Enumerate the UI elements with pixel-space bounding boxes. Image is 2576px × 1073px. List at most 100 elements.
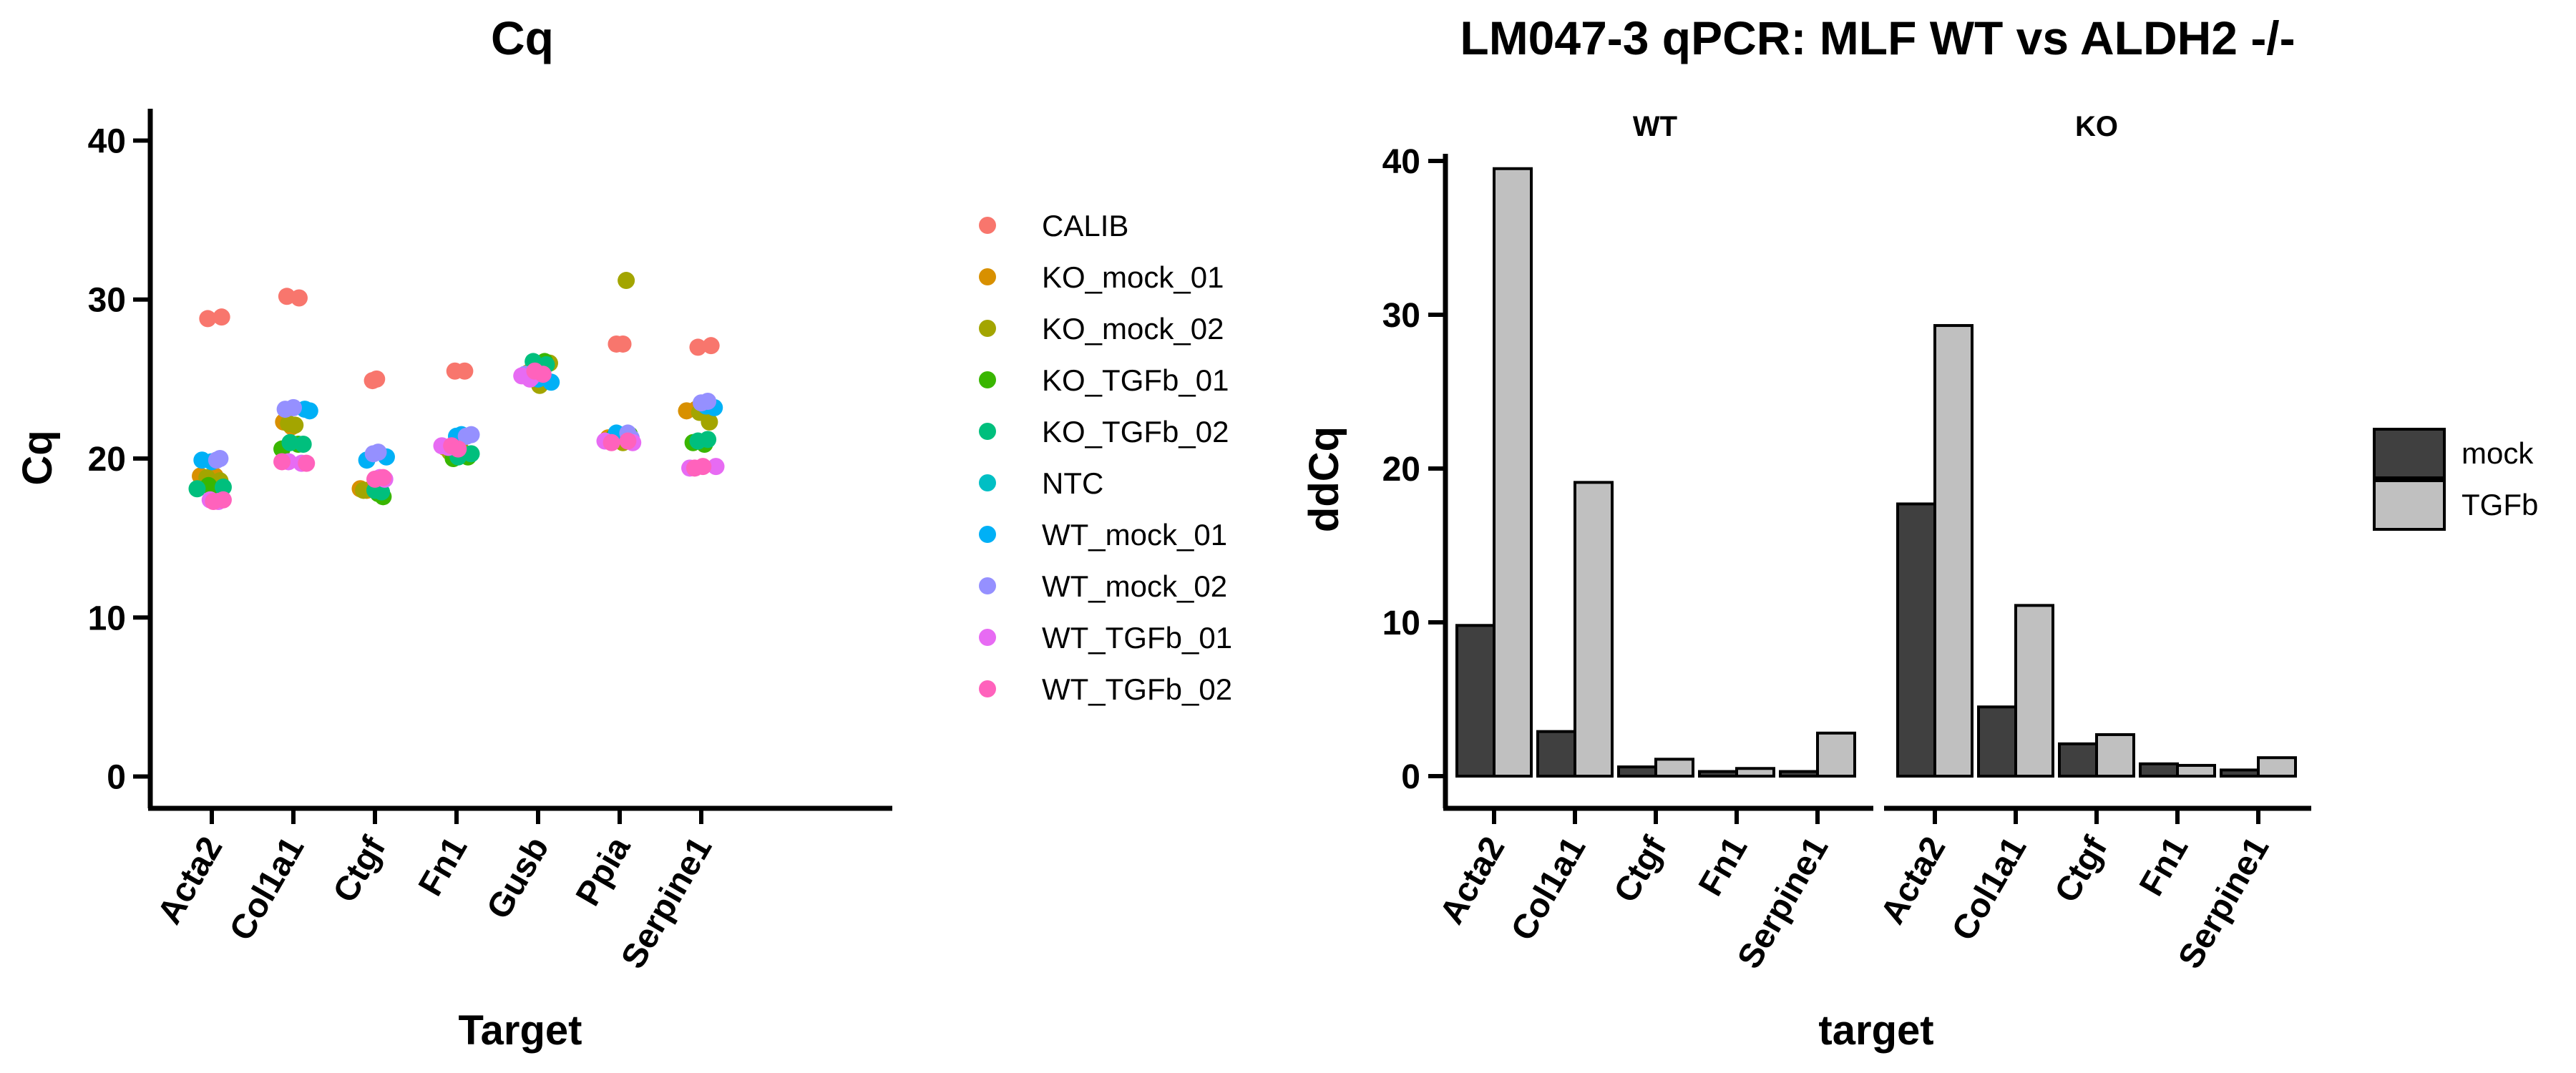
ddcq-y-tick-label: 10 <box>1382 604 1420 642</box>
ddcq-bar-ko-fn1-tgfb <box>2176 763 2216 778</box>
cq-point-ko-mock-02 <box>618 272 635 290</box>
ddcq-x-tick-label-ko-fn1: Fn1 <box>2132 831 2196 902</box>
cq-legend-label-ko-mock-02: KO_mock_02 <box>1042 312 1224 346</box>
ddcq-bar-ko-col1a1-tgfb <box>2014 604 2054 778</box>
cq-point-wt-mock-02 <box>699 392 717 410</box>
ddcq-bar-wt-col1a1-tgfb <box>1574 481 1614 778</box>
ddcq-bar-ko-acta2-tgfb <box>1933 324 1974 778</box>
ddcq-bar-wt-fn1-tgfb <box>1735 767 1775 778</box>
ddcq-facet-label-wt: WT <box>1633 111 1677 142</box>
ddcq-bar-wt-ctgf-mock <box>1617 765 1657 778</box>
cq-point-calib <box>614 335 632 353</box>
ddcq-bar-ko-acta2-mock <box>1896 502 1936 778</box>
ddcq-y-tick-label: 40 <box>1382 143 1420 181</box>
cq-point-ko-mock-02 <box>286 416 304 434</box>
cq-point-calib <box>199 310 217 328</box>
cq-point-wt-tgfb-02 <box>374 469 392 486</box>
cq-legend-key-ntc <box>979 474 996 491</box>
cq-legend-label-ko-mock-01: KO_mock_01 <box>1042 260 1224 294</box>
ddcq-y-ticks: 0 10 20 30 40 <box>1382 143 1445 796</box>
ddcq-chart-title: LM047-3 qPCR: MLF WT vs ALDH2 -/- <box>1460 11 2295 64</box>
cq-point-wt-tgfb-02 <box>534 366 552 383</box>
cq-point-wt-tgfb-02 <box>694 458 712 476</box>
cq-legend-key-ko-tgfb-01 <box>979 371 996 388</box>
cq-y-tick-label: 40 <box>88 122 126 160</box>
cq-point-wt-tgfb-02 <box>214 491 232 509</box>
cq-point-wt-mock-02 <box>369 444 387 461</box>
cq-legend-label-ntc: NTC <box>1042 466 1103 500</box>
cq-x-tick-label-ppia: Ppia <box>569 831 638 913</box>
cq-legend-label-wt-mock-02: WT_mock_02 <box>1042 569 1227 603</box>
ddcq-bar-wt-serpine1-mock <box>1779 770 1819 778</box>
cq-x-tick-label-col1a1: Col1a1 <box>223 831 312 947</box>
cq-point-wt-tgfb-02 <box>602 433 620 451</box>
cq-point-wt-mock-02 <box>462 426 480 444</box>
cq-x-axis-title: Target <box>459 1007 582 1054</box>
ddcq-y-axis-title: ddCq <box>1301 426 1347 532</box>
cq-point-calib <box>456 362 474 380</box>
cq-legend-label-calib: CALIB <box>1042 209 1128 242</box>
cq-point-calib <box>368 370 386 388</box>
ddcq-bar-wt-col1a1-mock <box>1536 730 1576 778</box>
ddcq-x-axis-title: target <box>1818 1007 1933 1054</box>
cq-legend-label-wt-tgfb-02: WT_TGFb_02 <box>1042 672 1232 706</box>
cq-point-ko-tgfb-02 <box>294 435 312 453</box>
ddcq-bar-ko-fn1-mock <box>2139 762 2179 778</box>
cq-x-tick-label-fn1: Fn1 <box>411 831 475 902</box>
ddcq-x-tick-label-ko-ctgf: Ctgf <box>2048 830 2115 908</box>
cq-points <box>188 272 725 511</box>
ddcq-legend-label-mock: mock <box>2462 436 2534 470</box>
cq-y-tick-label: 10 <box>88 599 126 637</box>
cq-x-tick-label-gusb: Gusb <box>479 831 556 926</box>
ddcq-y-tick-label: 30 <box>1382 297 1420 335</box>
cq-legend-key-ko-mock-02 <box>979 320 996 337</box>
cq-point-ko-tgfb-02 <box>689 432 707 450</box>
cq-point-ko-tgfb-02 <box>214 479 232 496</box>
ddcq-x-tick-label-wt-col1a1: Col1a1 <box>1504 831 1594 947</box>
ddcq-bar-wt-serpine1-tgfb <box>1816 731 1856 778</box>
cq-y-tick-label: 20 <box>88 441 126 479</box>
cq-point-calib <box>213 308 230 326</box>
ddcq-bar-ko-serpine1-tgfb <box>2257 756 2297 778</box>
cq-point-ko-tgfb-02 <box>281 433 299 451</box>
cq-legend-key-wt-mock-01 <box>979 526 996 543</box>
ddcq-legend-key-mock <box>2373 428 2446 479</box>
cq-point-ko-tgfb-02 <box>462 445 480 463</box>
cq-y-axis-title: Cq <box>14 430 61 485</box>
cq-legend-label-wt-mock-01: WT_mock_01 <box>1042 518 1227 552</box>
cq-chart-title: Cq <box>491 11 554 64</box>
ddcq-y-tick-label: 20 <box>1382 451 1420 489</box>
ddcq-bar-wt-acta2-tgfb <box>1493 167 1533 778</box>
ddcq-bar-wt-fn1-mock <box>1698 770 1738 778</box>
cq-y-ticks: 0 10 20 30 40 <box>88 122 150 797</box>
cq-point-wt-mock-02 <box>211 450 229 467</box>
ddcq-x-tick-label-wt-fn1: Fn1 <box>1692 831 1755 902</box>
cq-point-calib <box>702 337 720 355</box>
cq-point-wt-tgfb-01 <box>707 458 725 476</box>
cq-point-wt-mock-01 <box>301 402 318 420</box>
ddcq-x-tick-label-wt-ctgf: Ctgf <box>1607 830 1674 908</box>
cq-legend: CALIB KO_mock_01 KO_mock_02 KO_TGFb_01 KO_TG… <box>979 209 1232 706</box>
cq-x-tick-label-acta2: Acta2 <box>150 831 230 931</box>
ddcq-legend: mock TGFb <box>2373 428 2538 531</box>
ddcq-x-tick-label-ko-col1a1: Col1a1 <box>1945 831 2034 947</box>
cq-legend-label-wt-tgfb-01: WT_TGFb_01 <box>1042 621 1232 655</box>
cq-y-tick-label: 0 <box>107 759 126 797</box>
ddcq-bar-ko-ctgf-tgfb <box>2095 733 2135 778</box>
ddcq-legend-key-tgfb <box>2373 479 2446 531</box>
ddcq-bar-wt-acta2-mock <box>1455 624 1496 778</box>
cq-point-wt-tgfb-02 <box>449 440 467 458</box>
cq-legend-key-ko-tgfb-02 <box>979 423 996 440</box>
cq-legend-label-ko-tgfb-01: KO_TGFb_01 <box>1042 363 1229 397</box>
cq-point-wt-tgfb-02 <box>619 432 637 450</box>
cq-legend-key-ko-mock-01 <box>979 268 996 285</box>
cq-x-tick-label-ctgf: Ctgf <box>326 830 394 908</box>
ddcq-bar-ko-col1a1-mock <box>1977 705 2017 778</box>
cq-point-calib <box>689 338 707 356</box>
ddcq-x-tick-label-ko-acta2: Acta2 <box>1873 831 1953 931</box>
cq-legend-label-ko-tgfb-02: KO_TGFb_02 <box>1042 415 1229 449</box>
